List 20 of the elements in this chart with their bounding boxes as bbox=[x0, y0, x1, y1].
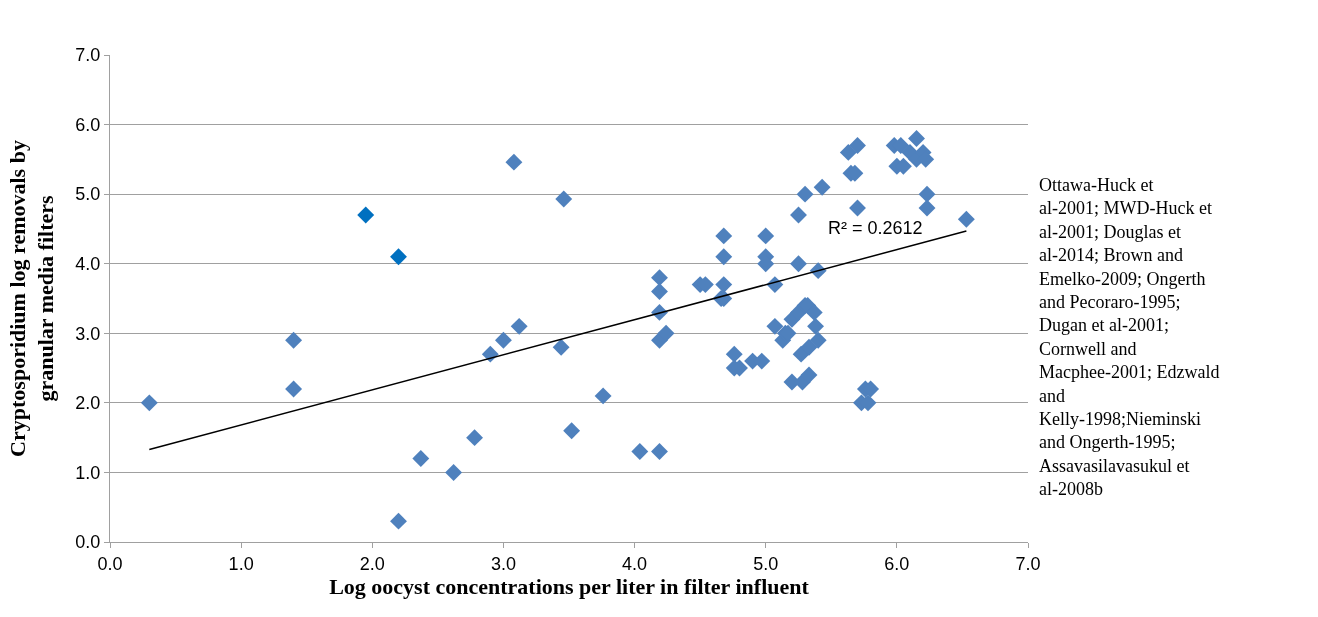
y-tick-label: 2.0 bbox=[75, 393, 101, 414]
text: Ottawa-Huck et al-2001; MWD-Huck et al-2001; Douglas et al-2014; Brown and Emelko-2009; Ongerth and Pecoraro-1995; Dugan et al-2001; Cornwell and Macphee-2001; Edzwald and Kelly-1998;Nieminski and Ongerth-1995; Assavasilavasukul et al-2008b bbox=[1039, 175, 1220, 500]
y-tick-label: 7.0 bbox=[75, 45, 101, 66]
y-tick-label: 6.0 bbox=[75, 114, 101, 135]
x-tick-label: 5.0 bbox=[753, 553, 779, 574]
x-tick-label: 1.0 bbox=[228, 553, 254, 574]
x-tick-label: 3.0 bbox=[490, 553, 516, 574]
x-tick-label: 2.0 bbox=[359, 553, 385, 574]
y-axis-title: Cryptosporidium log removals by granular media filters bbox=[4, 140, 59, 457]
y-tick-label: 3.0 bbox=[75, 323, 101, 344]
y-tick-label: 4.0 bbox=[75, 254, 101, 275]
x-tick-label: 0.0 bbox=[97, 553, 123, 574]
y-tick-label: 5.0 bbox=[75, 184, 101, 205]
x-tick-label: 7.0 bbox=[1015, 553, 1041, 574]
annotation: R² = 0.2612 bbox=[828, 218, 923, 238]
x-tick-label: 6.0 bbox=[884, 553, 910, 574]
y-tick-label: 0.0 bbox=[75, 532, 101, 553]
x-tick-label: 4.0 bbox=[622, 553, 648, 574]
x-axis-title: Log oocyst concentrations per liter in filter influent bbox=[329, 573, 810, 599]
y-tick-label: 1.0 bbox=[75, 462, 101, 483]
